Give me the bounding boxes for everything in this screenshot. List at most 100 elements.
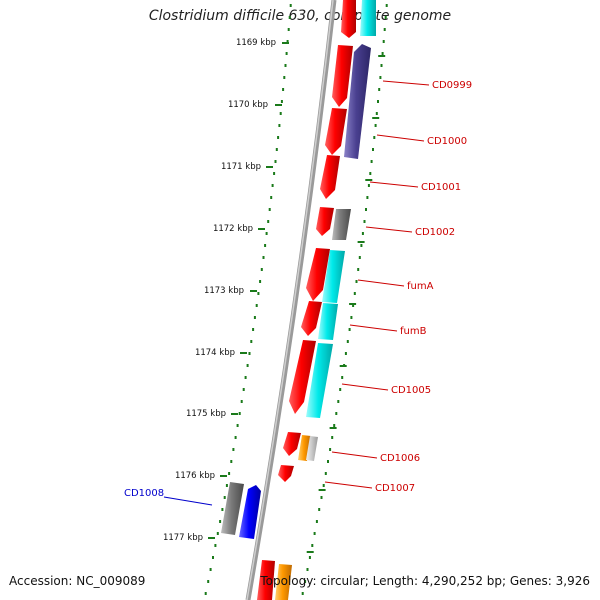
gene-label-cd1005[interactable]: CD1005	[391, 385, 431, 396]
scale-dot	[320, 496, 323, 499]
scale-dot	[240, 400, 243, 403]
gene-arrow[interactable]	[278, 465, 294, 482]
left-strand-genes	[221, 482, 261, 539]
scale-dot	[273, 172, 276, 175]
gene-arrow[interactable]	[283, 432, 301, 456]
scale-dot	[363, 220, 366, 223]
scale-dot	[324, 472, 327, 475]
scale-dot	[248, 352, 251, 355]
scale-dot	[252, 328, 255, 331]
gene-arrow[interactable]	[239, 485, 261, 539]
scale-dot	[253, 316, 256, 319]
gene-arrow[interactable]	[301, 301, 322, 336]
scale-dot	[335, 412, 338, 415]
scale-dot	[280, 100, 283, 103]
gene-label-cd0999[interactable]: CD0999	[432, 80, 472, 91]
scale-dot	[304, 580, 307, 583]
scale-dot	[383, 28, 386, 31]
gene-arrow[interactable]	[275, 564, 292, 600]
scale-dot	[282, 88, 285, 91]
scale-dot	[318, 508, 321, 511]
scale-dot	[346, 340, 349, 343]
gene-arrow[interactable]	[221, 482, 244, 535]
scale-dot	[344, 352, 347, 355]
scale-dot	[270, 196, 273, 199]
scale-dot	[283, 76, 286, 79]
gene-label-cd1002[interactable]: CD1002	[415, 227, 455, 238]
scale-dot	[380, 64, 383, 67]
scale-dot	[274, 160, 277, 163]
scale-dot	[268, 208, 271, 211]
scale-label: 1173 kbp	[204, 286, 244, 296]
gene-label-cd1008[interactable]: CD1008	[124, 488, 164, 499]
gene-label-cd1006[interactable]: CD1006	[380, 453, 420, 464]
gene-label-fumb[interactable]: fumB	[400, 326, 427, 337]
scale-label: 1171 kbp	[221, 162, 261, 172]
gene-label-cd1007[interactable]: CD1007	[375, 483, 415, 494]
gene-arrow[interactable]	[332, 209, 351, 240]
scale-dot	[221, 508, 224, 511]
scale-label: 1177 kbp	[163, 533, 203, 543]
scale-dot	[367, 184, 370, 187]
gene-arrow[interactable]	[322, 250, 345, 303]
gene-arrow[interactable]	[306, 436, 318, 461]
scale-ticks: 1169 kbp 1170 kbp 1171 kbp 1172 kbp 1173…	[163, 38, 289, 543]
scale-dot	[267, 220, 270, 223]
scale-dot	[209, 568, 212, 571]
gene-arrow[interactable]	[320, 155, 340, 199]
gene-labels: CD0999 CD1000 CD1001 CD1002 fumA fumB CD…	[124, 80, 472, 499]
gene-arrow[interactable]	[325, 108, 347, 155]
scale-dot	[365, 208, 367, 211]
gene-arrow[interactable]	[344, 44, 371, 159]
scale-dot	[288, 16, 291, 19]
scale-dot	[285, 52, 288, 55]
scale-dot	[230, 460, 233, 463]
gene-arrow[interactable]	[332, 45, 353, 107]
scale-dot	[228, 472, 231, 475]
gene-arrow[interactable]	[316, 207, 334, 236]
scale-dot	[370, 160, 373, 163]
scale-dot	[286, 40, 289, 43]
scale-dot	[311, 544, 314, 547]
scale-dot	[372, 148, 374, 151]
scale-label: 1175 kbp	[186, 409, 226, 419]
scale-dot	[329, 448, 332, 451]
gene-arrow[interactable]	[289, 340, 316, 414]
scale-dot	[289, 4, 292, 7]
gene-arrow[interactable]	[318, 303, 338, 340]
gene-arrow[interactable]	[306, 248, 330, 301]
scale-dot	[313, 532, 316, 535]
scale-dot	[234, 436, 237, 439]
scale-dot	[236, 424, 239, 427]
scale-dot	[377, 100, 379, 103]
gene-label-cd1000[interactable]: CD1000	[427, 136, 467, 147]
gene-arrow[interactable]	[306, 343, 333, 418]
scale-dot	[315, 520, 318, 523]
gene-arrow[interactable]	[360, 0, 376, 36]
gene-arrow[interactable]	[257, 560, 275, 600]
scale-dot	[350, 316, 353, 319]
gene-label-fuma[interactable]: fumA	[407, 281, 434, 292]
gene-label-cd1001[interactable]: CD1001	[421, 182, 461, 193]
scale-dot	[284, 64, 287, 67]
scale-dot	[337, 400, 340, 403]
scale-dot	[327, 460, 329, 463]
reverse-strand-genes	[275, 0, 376, 600]
genome-backbone	[245, 0, 337, 600]
scale-dot	[278, 124, 281, 127]
scale-label: 1170 kbp	[228, 100, 268, 110]
scale-dot	[277, 136, 280, 139]
scale-dot	[308, 556, 311, 559]
scale-dot	[341, 376, 344, 379]
scale-dot	[339, 388, 342, 391]
scale-dot	[358, 256, 361, 259]
scale-dot	[322, 484, 325, 487]
scale-dot	[352, 304, 355, 307]
scale-dot	[385, 4, 388, 7]
scale-dot	[265, 232, 268, 235]
scale-dot	[378, 88, 381, 91]
gene-arrow[interactable]	[341, 0, 356, 38]
scale-dot	[361, 232, 364, 235]
topology-text: Topology: circular; Length: 4,290,252 bp…	[260, 574, 590, 588]
